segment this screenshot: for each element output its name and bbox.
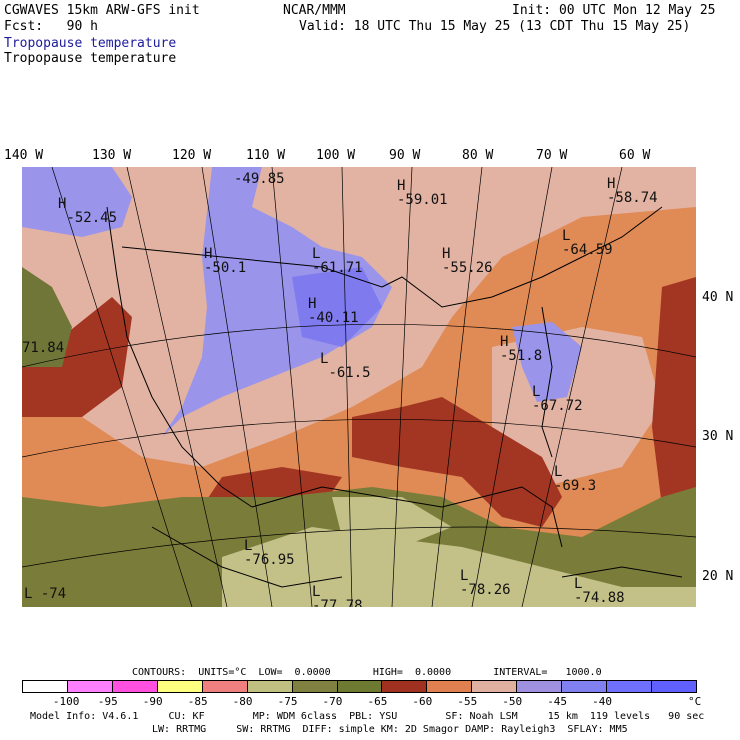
forecast-hour: Fcst: 90 h <box>4 19 98 34</box>
colorbar-swatch <box>111 680 158 693</box>
colorbar-swatch <box>651 680 697 693</box>
contours-info: CONTOURS: UNITS=°C LOW= 0.0000 HIGH= 0.0… <box>132 667 602 678</box>
organization: NCAR/MMM <box>283 3 346 18</box>
extremum-label: H -51.8 <box>500 334 543 364</box>
lon-label: 120 W <box>172 148 212 163</box>
colorbar-label: -50 <box>502 695 523 708</box>
lon-label: 130 W <box>92 148 132 163</box>
tropopause-field <box>22 167 696 607</box>
colorbar-swatch <box>381 680 428 693</box>
extremum-label: L -74 <box>24 586 67 602</box>
extremum-label: H -55.26 <box>442 246 493 276</box>
extremum-label: L -74.88 <box>574 576 625 606</box>
colorbar-swatch <box>561 680 608 693</box>
extremum-label: L -77.78 <box>312 584 363 607</box>
field-name-colored: Tropopause temperature <box>4 36 177 51</box>
colorbar-label: -70 <box>322 695 343 708</box>
colorbar-label: -95 <box>97 695 118 708</box>
extremum-label: L -64.59 <box>562 228 613 258</box>
lat-label: 30 N <box>702 429 734 444</box>
colorbar-swatch <box>471 680 518 693</box>
colorbar-swatch <box>336 680 383 693</box>
init-time: Init: 00 UTC Mon 12 May 25 <box>512 3 716 18</box>
colorbar-label: -80 <box>232 695 253 708</box>
extremum-label: L -76.95 <box>244 538 295 568</box>
colorbar-swatch <box>291 680 338 693</box>
colorbar-swatch <box>66 680 113 693</box>
colorbar-swatch <box>246 680 293 693</box>
lon-label: 70 W <box>536 148 568 163</box>
extremum-label: L -69.3 <box>554 464 597 494</box>
lon-label: 110 W <box>246 148 286 163</box>
colorbar-label: -55 <box>457 695 478 708</box>
extremum-label: 71.84 <box>22 340 65 356</box>
lon-label: 60 W <box>619 148 651 163</box>
colorbar-swatch <box>426 680 473 693</box>
lon-label: 90 W <box>389 148 421 163</box>
colorbar-label: -75 <box>277 695 298 708</box>
lat-label: 20 N <box>702 569 734 584</box>
lon-label: 80 W <box>462 148 494 163</box>
extremum-label: L -61.71 <box>312 246 363 276</box>
colorbar-label: -45 <box>547 695 568 708</box>
colorbar-label: -65 <box>367 695 388 708</box>
model-info-line2: LW: RRTMG SW: RRTMG DIFF: simple KM: 2D … <box>152 724 628 735</box>
field-name: Tropopause temperature <box>4 51 177 66</box>
weather-map: H -52.45 -49.85 H -50.1 L -61.71 H -40.11 L… <box>22 167 696 607</box>
extremum-label: L -78.26 <box>460 568 511 598</box>
colorbar-label: -85 <box>187 695 208 708</box>
valid-time: Valid: 18 UTC Thu 15 May 25 (13 CDT Thu … <box>299 19 691 34</box>
colorbar-label: -60 <box>412 695 433 708</box>
colorbar-swatch <box>516 680 563 693</box>
lon-label: 140 W <box>4 148 44 163</box>
colorbar-swatch <box>156 680 203 693</box>
extremum-label: H -40.11 <box>308 296 359 326</box>
extremum-label: H -50.1 <box>204 246 247 276</box>
colorbar-swatch <box>606 680 653 693</box>
extremum-label: H -52.45 <box>58 196 118 226</box>
colorbar-unit: °C <box>688 695 702 708</box>
colorbar-label: -90 <box>142 695 163 708</box>
lat-label: 40 N <box>702 290 734 305</box>
colorbar-label: -40 <box>592 695 612 708</box>
model-title: CGWAVES 15km ARW-GFS init <box>4 3 200 18</box>
extremum-label: L -67.72 <box>532 384 583 414</box>
extremum-label: H -59.01 <box>397 178 448 208</box>
extremum-label: L -61.5 <box>320 351 371 381</box>
colorbar-swatch <box>22 680 68 693</box>
model-info-line1: Model Info: V4.6.1 CU: KF MP: WDM 6class… <box>30 711 705 722</box>
colorbar-swatch <box>201 680 248 693</box>
colorbar-label: -100 <box>52 695 80 708</box>
extremum-label: H -58.74 <box>607 176 658 206</box>
lon-label: 100 W <box>316 148 356 163</box>
extremum-label: -49.85 <box>234 171 285 187</box>
